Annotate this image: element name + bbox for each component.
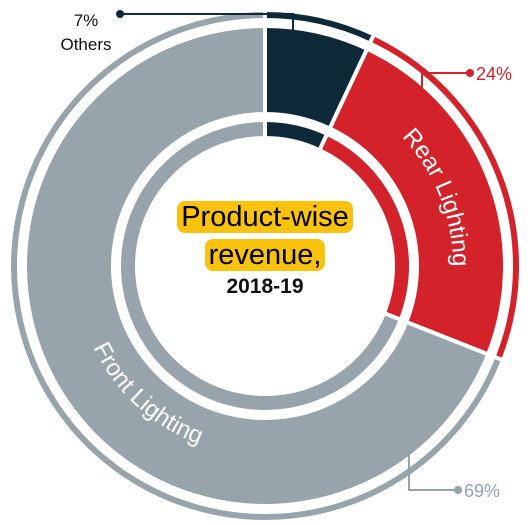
value-label: 69% (464, 481, 500, 501)
inner-ring (117, 117, 404, 414)
chart-title: Product-wise revenue, (175, 198, 355, 274)
leader-dot (454, 486, 462, 494)
title-text: Product-wise revenue, (177, 201, 353, 271)
leader-dot (116, 10, 124, 18)
segment (23, 23, 491, 508)
leader-line (408, 396, 458, 491)
value-label: 7% (74, 11, 99, 30)
outer-ring (7, 7, 506, 524)
category-label: Others (60, 35, 111, 54)
leader-dot (466, 69, 474, 77)
leader-line (421, 72, 470, 104)
segment (327, 46, 507, 357)
chart-subtitle: 2018-19 (226, 275, 304, 298)
center-label: Product-wise revenue, 2018-19 (175, 198, 355, 300)
value-label: 24% (476, 64, 512, 84)
leader-line (120, 13, 294, 48)
